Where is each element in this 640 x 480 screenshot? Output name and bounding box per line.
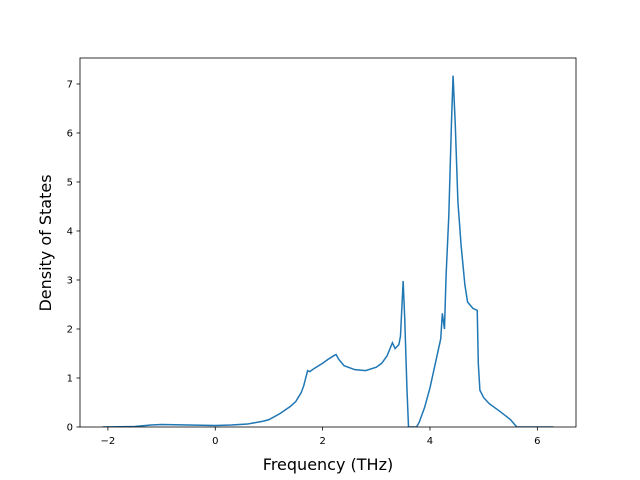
y-axis-label: Density of States [36,174,55,311]
plot-frame [79,57,577,428]
x-axis-label: Frequency (THz) [263,455,393,474]
y-tick-label: 1 [67,373,73,384]
y-tick-label: 2 [67,324,73,335]
y-tick-label: 3 [67,275,73,286]
x-tick-label: 0 [212,436,218,447]
y-tick-label: 7 [67,79,73,90]
y-tick-label: 0 [67,423,73,434]
y-tick-label: 5 [67,177,73,188]
y-tick-label: 6 [67,128,73,139]
x-tick-label: −2 [101,436,116,447]
y-tick-label: 4 [67,226,73,237]
x-tick-label: 6 [534,436,540,447]
x-tick-label: 2 [319,436,325,447]
line [102,75,554,427]
x-tick-label: 4 [427,436,433,447]
